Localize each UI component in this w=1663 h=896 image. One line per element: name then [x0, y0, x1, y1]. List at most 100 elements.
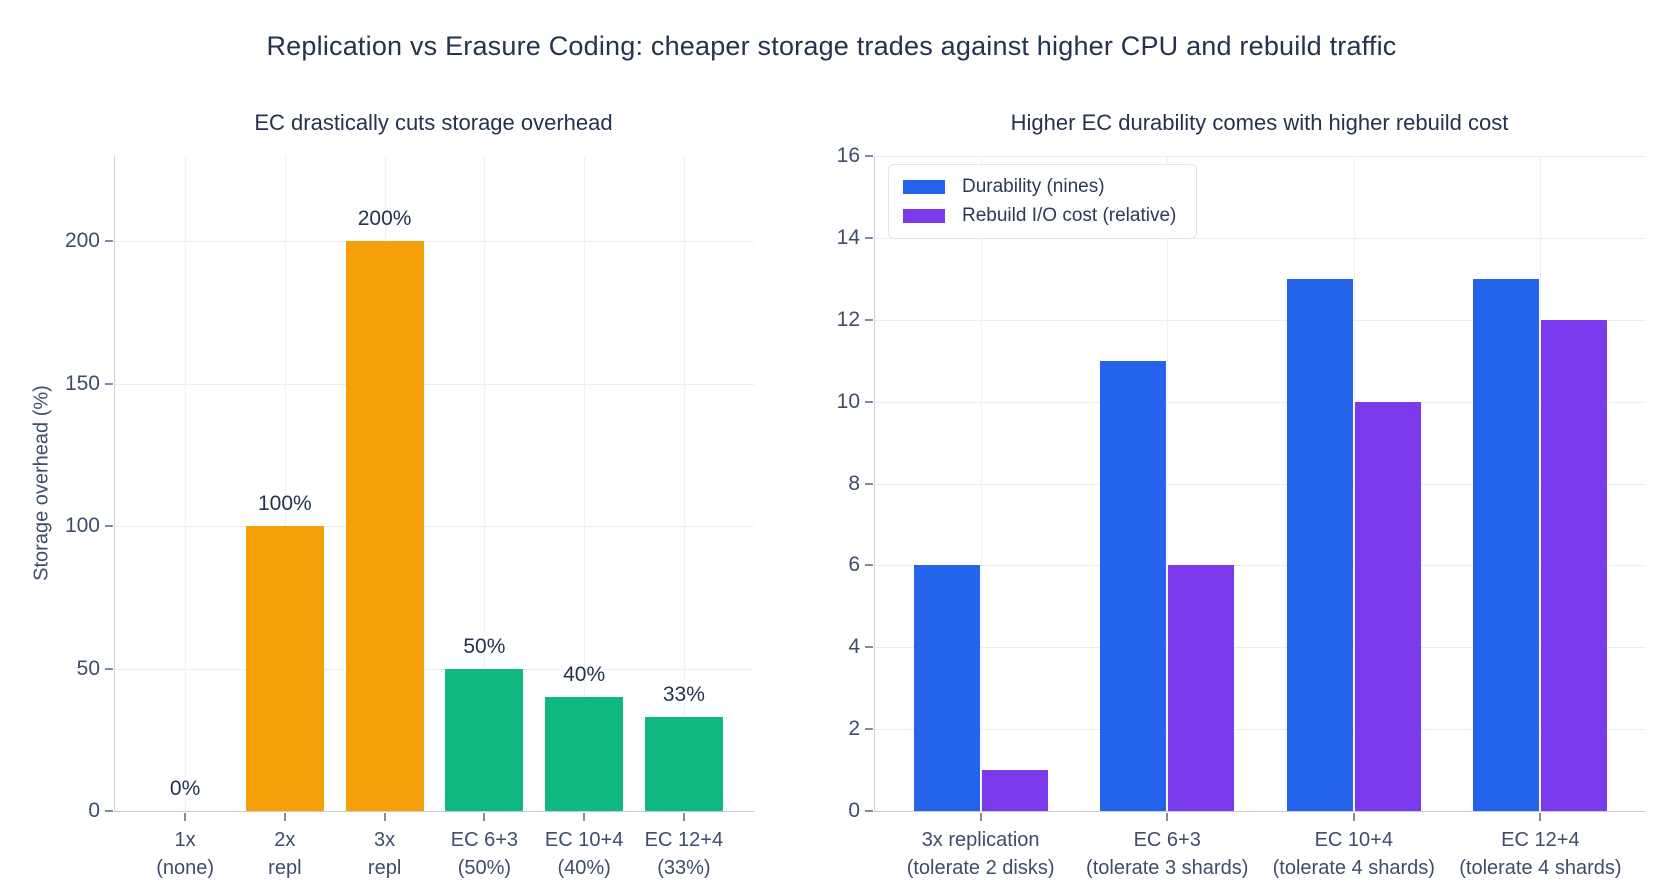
- y-tick-mark: [865, 564, 873, 567]
- legend-label-durability: Durability (nines): [962, 176, 1105, 197]
- h-gridline: [875, 483, 1646, 485]
- x-tick-label: EC 6+3 (tolerate 3 shards): [1086, 829, 1249, 879]
- v-gridline: [584, 156, 586, 811]
- v-gridline: [1167, 156, 1169, 811]
- h-gridline: [875, 156, 1646, 157]
- bar-durability-nines-: [1100, 360, 1167, 811]
- y-tick-mark: [105, 525, 113, 528]
- legend-item-rebuild-cost: Rebuild I/O cost (relative): [903, 205, 1176, 227]
- x-tick-mark: [1539, 813, 1542, 821]
- y-tick-label: 0: [848, 799, 860, 822]
- v-gridline: [980, 156, 982, 811]
- y-tick-mark: [105, 382, 113, 385]
- y-tick-label: 12: [836, 307, 860, 331]
- x-tick-mark: [1166, 813, 1169, 821]
- y-tick-mark: [865, 482, 873, 485]
- legend-swatch-durability: [903, 180, 945, 194]
- y-tick-mark: [865, 810, 873, 812]
- h-gridline: [875, 237, 1646, 239]
- legend: Durability (nines) Rebuild I/O cost (rel…: [888, 164, 1198, 239]
- v-gridline: [1353, 156, 1355, 811]
- h-gridline: [115, 668, 754, 670]
- y-tick-mark: [105, 240, 113, 243]
- storage-overhead-plot-area: 0 50 100 150 200 1x (none) 2x repl 3x repl EC 6+3 (5…: [65, 156, 754, 879]
- x-tick-label: 3x replication (tolerate 2 disks): [906, 829, 1055, 879]
- bar-rebuild-i-o-cost-relative-: [1168, 565, 1235, 811]
- y-tick-mark: [865, 400, 873, 403]
- x-tick-label: EC 12+4 (33%): [644, 829, 724, 879]
- bar-rebuild-i-o-cost-relative-: [1541, 319, 1608, 811]
- v-gridline: [484, 156, 486, 811]
- legend-swatch-rebuild-cost: [903, 209, 945, 223]
- x-tick-label: EC 10+4 (tolerate 4 shards): [1272, 829, 1435, 879]
- y-tick-label: 50: [76, 656, 100, 680]
- x-tick-mark: [383, 813, 386, 821]
- y-tick-label: 6: [848, 553, 860, 577]
- y-tick-label: 100: [64, 514, 100, 538]
- bar: [545, 697, 624, 811]
- x-tick-label: 2x repl: [268, 829, 302, 879]
- legend-label-rebuild-cost: Rebuild I/O cost (relative): [962, 205, 1177, 226]
- h-gridline: [875, 647, 1646, 649]
- bar-value-label: 40%: [563, 663, 606, 687]
- x-tick-mark: [1352, 813, 1355, 821]
- bar: [644, 717, 723, 811]
- x-tick-mark: [184, 813, 187, 821]
- bar: [345, 241, 424, 811]
- legend-item-durability: Durability (nines): [903, 176, 1176, 198]
- durability-rebuild-plot-area: Durability (nines) Rebuild I/O cost (rel…: [837, 144, 1646, 879]
- x-tick-label: 1x (none): [156, 829, 215, 879]
- y-tick-label: 2: [848, 717, 860, 741]
- y-tick-label: 0: [88, 799, 100, 822]
- figure-title: Replication vs Erasure Coding: cheaper s…: [266, 31, 1397, 61]
- bar-rebuild-i-o-cost-relative-: [1354, 401, 1421, 811]
- bar-value-label: 33%: [662, 683, 705, 707]
- y-tick-label: 14: [836, 225, 860, 249]
- x-tick-label: 3x repl: [367, 829, 402, 879]
- x-tick-mark: [979, 813, 982, 821]
- y-tick-label: 8: [848, 471, 860, 495]
- y-tick-mark: [865, 646, 873, 649]
- y-tick-mark: [865, 155, 873, 157]
- bar-durability-nines-: [1473, 278, 1540, 811]
- x-tick-mark: [283, 813, 286, 821]
- h-gridline: [875, 565, 1646, 567]
- h-gridline: [875, 319, 1646, 321]
- right-chart-title: Higher EC durability comes with higher r…: [1010, 110, 1509, 135]
- v-gridline: [683, 156, 685, 811]
- left-chart-title: EC drastically cuts storage overhead: [254, 110, 613, 135]
- bar-durability-nines-: [1286, 278, 1353, 811]
- bar-rebuild-i-o-cost-relative-: [981, 770, 1048, 811]
- y-tick-mark: [105, 667, 113, 670]
- h-gridline: [115, 383, 754, 385]
- y-tick-label: 200: [64, 229, 100, 253]
- h-gridline: [875, 401, 1646, 403]
- x-tick-label: EC 6+3 (50%): [450, 829, 519, 879]
- bar-value-label: 100%: [258, 492, 312, 516]
- bar: [445, 668, 524, 811]
- v-gridline: [284, 156, 286, 811]
- v-gridline: [185, 156, 187, 811]
- bar-durability-nines-: [913, 565, 980, 811]
- y-tick-mark: [865, 236, 873, 239]
- h-gridline: [115, 526, 754, 528]
- x-tick-mark: [682, 813, 685, 821]
- y-tick-mark: [105, 810, 113, 812]
- y-tick-label: 4: [848, 635, 860, 659]
- y-tick-mark: [865, 318, 873, 321]
- left-chart-y-axis-label: Storage overhead (%): [30, 385, 53, 581]
- x-tick-mark: [483, 813, 486, 821]
- y-tick-label: 150: [64, 371, 100, 395]
- x-tick-label: EC 10+4 (40%): [544, 829, 624, 879]
- v-gridline: [1540, 156, 1542, 811]
- bar-value-label: 50%: [463, 634, 506, 658]
- bar-value-label: 200%: [357, 207, 412, 231]
- x-tick-label: EC 12+4 (tolerate 4 shards): [1459, 829, 1622, 879]
- bar: [245, 526, 324, 811]
- y-tick-label: 16: [836, 144, 860, 167]
- y-tick-label: 10: [836, 389, 860, 413]
- bar-value-label: 0%: [169, 777, 201, 800]
- y-tick-mark: [865, 728, 873, 731]
- h-gridline: [875, 729, 1646, 731]
